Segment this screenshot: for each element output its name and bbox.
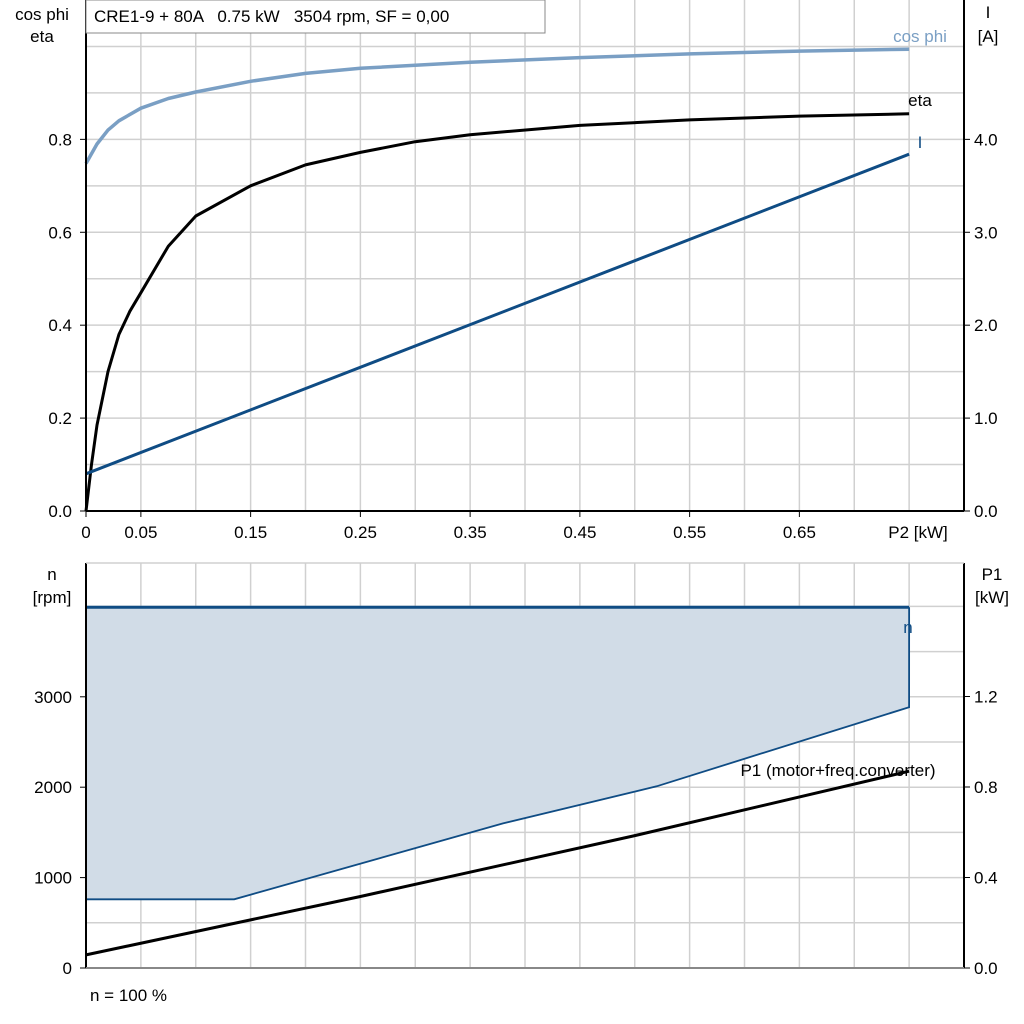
x-tick-label: 0.65 xyxy=(783,523,816,542)
y-right-tick-label: 0.0 xyxy=(974,959,998,978)
y-left-tick-label: 3000 xyxy=(34,688,72,707)
speed-footer: n = 100 % xyxy=(90,986,167,1005)
y-left-label-cos-phi: cos phi xyxy=(15,5,69,24)
series-label-i: I xyxy=(918,133,923,152)
y-right-tick-label: 4.0 xyxy=(974,130,998,149)
y-left-tick-label: 0.8 xyxy=(48,130,72,149)
series-label-eta: eta xyxy=(908,91,932,110)
y-left-tick-label: 0.0 xyxy=(48,502,72,521)
y-left-label-n: n xyxy=(47,565,56,584)
y-right-tick-label: 0.8 xyxy=(974,778,998,797)
y-left-label-rpm: [rpm] xyxy=(33,588,72,607)
series-label-cos-phi: cos phi xyxy=(893,27,947,46)
series-label-p1: P1 (motor+freq.converter) xyxy=(740,761,935,780)
y-right-tick-label: 1.0 xyxy=(974,409,998,428)
y-right-tick-label: 1.2 xyxy=(974,687,998,706)
eta-series-line xyxy=(84,112,910,512)
x-tick-label: 0.45 xyxy=(563,523,596,542)
y-right-tick-label: 2.0 xyxy=(974,316,998,335)
y-left-tick-label: 0 xyxy=(63,959,72,978)
tick-labels: 0 0.05 0.15 0.25 0.35 0.45 0.55 0.65 0.0 0.2 0.4 0.… xyxy=(34,130,997,978)
p1-series-line xyxy=(85,769,910,957)
y-left-tick-label: 1000 xyxy=(34,869,72,888)
y-left-tick-label: 0.6 xyxy=(48,223,72,242)
x-tick-label: 0.35 xyxy=(454,523,487,542)
n-lower-boundary xyxy=(86,607,911,901)
y-right-label-p1: P1 xyxy=(982,565,1003,584)
y-right-label-unit: [A] xyxy=(978,27,999,46)
x-tick-label: 0.05 xyxy=(124,523,157,542)
x-tick-label: 0.15 xyxy=(234,523,267,542)
y-right-label-i: I xyxy=(986,3,991,22)
y-right-tick-label: 0.4 xyxy=(974,868,998,887)
n-operating-area xyxy=(86,607,910,900)
chart-title: CRE1-9 + 80A 0.75 kW 3504 rpm, SF = 0,00 xyxy=(94,7,449,26)
axes xyxy=(80,0,970,969)
title-box xyxy=(85,0,546,34)
top-plot-grid xyxy=(86,0,964,511)
x-axis-label: P2 [kW] xyxy=(888,523,948,542)
y-right-label-kw: [kW] xyxy=(975,588,1009,607)
x-tick-label: 0.55 xyxy=(673,523,706,542)
y-left-label-eta: eta xyxy=(30,27,54,46)
y-right-tick-label: 0.0 xyxy=(974,502,998,521)
y-left-tick-label: 0.4 xyxy=(48,316,72,335)
y-left-tick-label: 0.2 xyxy=(48,409,72,428)
x-tick-label: 0.25 xyxy=(344,523,377,542)
y-left-tick-label: 2000 xyxy=(34,778,72,797)
y-right-tick-label: 3.0 xyxy=(974,223,998,242)
current-series-line xyxy=(85,152,910,476)
series-label-n: n xyxy=(903,618,912,637)
cos-phi-series-line xyxy=(84,47,910,165)
x-tick-label: 0 xyxy=(81,523,90,542)
